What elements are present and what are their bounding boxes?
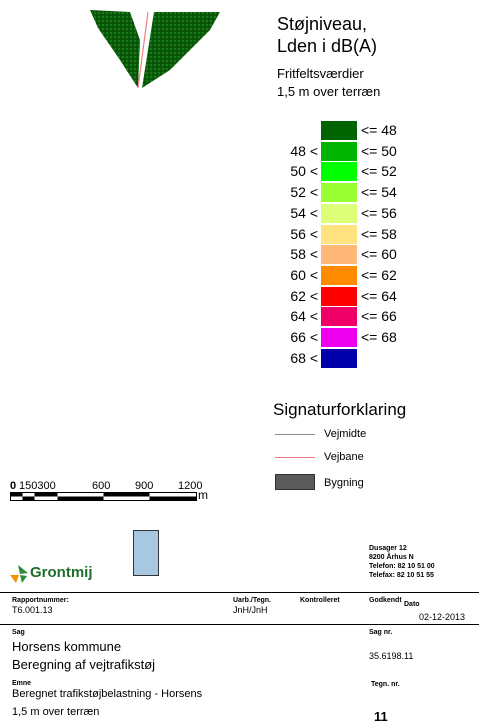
legend-row: 64 < <= 66 [276, 307, 426, 327]
legend-upper-bound: <= 64 [361, 287, 397, 304]
scale-label: 900 [135, 480, 154, 492]
signatur-item-bygning: Bygning [275, 474, 455, 494]
legend-upper-bound: <= 52 [361, 163, 397, 180]
legend-swatch [321, 328, 357, 347]
legend-lower-bound: 58 < [290, 246, 318, 263]
scale-label: 600 [92, 480, 111, 492]
legend-swatch [321, 245, 357, 265]
emne-line2: 1,5 m over terræn [12, 706, 100, 718]
building-swatch-icon [275, 474, 315, 490]
legend-upper-bound: <= 54 [361, 184, 397, 201]
legend-lower-bound: 54 < [290, 204, 318, 221]
legend-lower-bound: 50 < [290, 163, 318, 180]
scale-label: 150300 [19, 480, 56, 492]
dato-value: 02-12-2013 [419, 612, 466, 622]
legend-row: 60 < <= 62 [276, 265, 426, 285]
legend-swatch [321, 286, 357, 306]
map-noise-area [90, 10, 140, 88]
legend-upper-bound: <= 48 [361, 122, 397, 138]
scale-bar-graphic [10, 492, 197, 501]
legend-row: 66 < <= 68 [276, 328, 426, 347]
legend-swatch [321, 141, 357, 161]
legend-lower-bound: 48 < [290, 142, 318, 159]
legend-subtitle-line1: Fritfeltsværdier [277, 66, 364, 81]
legend-swatch [321, 348, 357, 368]
legend-title-line2: Lden i dB(A) [277, 36, 378, 56]
scale-unit: m [198, 488, 208, 502]
address-line: Telefax: 82 10 51 55 [369, 572, 434, 579]
legend-row: 48 < <= 50 [276, 141, 426, 161]
legend-lower-bound: 60 < [290, 266, 318, 283]
scale-label: 0 [10, 480, 17, 492]
legend-upper-bound: <= 68 [361, 329, 397, 345]
legend-lower-bound: 64 < [290, 308, 318, 325]
rapport-label: Rapportnummer: [12, 597, 69, 604]
legend-row: 62 < <= 64 [276, 286, 426, 306]
sagnr-label: Sag nr. [369, 629, 393, 636]
legend-swatch [321, 307, 357, 327]
emne-label: Emne [12, 680, 32, 687]
map-road-lane [137, 11, 149, 89]
legend-swatch [321, 203, 357, 223]
signatur-label-bygning: Bygning [324, 477, 364, 489]
legend-row: 68 < [276, 348, 426, 368]
address-line: Dusager 12 [369, 545, 407, 552]
signatur-item-vejbane: Vejbane [275, 450, 455, 470]
tegnnr-label: Tegn. nr. [371, 681, 400, 688]
legend-lower-bound: 66 < [290, 329, 318, 345]
legend-row: 50 < <= 52 [276, 162, 426, 182]
divider [0, 624, 479, 625]
dato-label: Dato [404, 601, 420, 608]
sag-line1: Horsens kommune [12, 639, 122, 654]
legend-lower-bound: 62 < [290, 287, 318, 304]
legend-upper-bound: <= 66 [361, 308, 397, 325]
legend-swatch [321, 265, 357, 285]
signatur-title: Signaturforklaring [273, 400, 407, 419]
legend-row: 52 < <= 54 [276, 183, 426, 203]
legend-lower-bound: 56 < [290, 225, 318, 242]
godkendt-label: Godkendt [369, 597, 402, 604]
legend-swatch [321, 121, 357, 140]
tegnnr-value: 11 [374, 709, 388, 724]
vejmidte-line-icon [275, 434, 315, 435]
grontmij-logo-icon [10, 565, 28, 583]
scale-label: 1200 [178, 480, 203, 492]
map-fragment [90, 10, 220, 89]
legend-swatch [321, 224, 357, 244]
legend-swatch [321, 162, 357, 182]
address-line: 8200 Århus N [369, 554, 414, 561]
legend-row: 56 < <= 58 [276, 224, 426, 244]
sag-line2: Beregning af vejtrafikstøj [12, 657, 156, 672]
legend-upper-bound: <= 62 [361, 266, 397, 283]
legend-row: 58 < <= 60 [276, 245, 426, 265]
legend-title-line1: Støjniveau, [277, 14, 368, 34]
divider [0, 592, 479, 593]
legend-lower-bound: 52 < [290, 184, 318, 201]
map-road-centre [139, 11, 151, 89]
emne-line1: Beregnet trafikstøjbelastning - Horsens [12, 688, 203, 700]
vejbane-line-icon [275, 457, 315, 458]
legend-subtitle-line2: 1,5 m over terræn [277, 84, 381, 99]
sagnr-value: 35.6198.11 [369, 651, 414, 661]
udarb-label: Uarb./Tegn. [233, 597, 271, 604]
signatur-label-vejmidte: Vejmidte [324, 428, 367, 440]
legend-lower-bound: 68 < [290, 349, 318, 366]
udarb-value: JnH/JnH [233, 605, 268, 615]
legend-row: 54 < <= 56 [276, 203, 426, 223]
legend-upper-bound: <= 58 [361, 225, 397, 242]
signatur-label-vejbane: Vejbane [324, 451, 364, 463]
legend-row: <= 48 [276, 121, 426, 140]
legend-upper-bound: <= 50 [361, 142, 397, 159]
kontrol-label: Kontrolleret [300, 597, 340, 604]
legend-upper-bound: <= 60 [361, 246, 397, 263]
key-map-rectangle [133, 530, 159, 576]
legend-upper-bound: <= 56 [361, 204, 397, 221]
company-name: Grontmij [30, 564, 93, 581]
signatur-item-vejmidte: Vejmidte [275, 427, 455, 447]
legend-swatch [321, 183, 357, 203]
address-line: Telefon: 82 10 51 00 [369, 563, 435, 570]
rapport-value: T6.001.13 [12, 605, 53, 615]
map-noise-area [142, 12, 220, 88]
sag-label: Sag [12, 629, 25, 636]
